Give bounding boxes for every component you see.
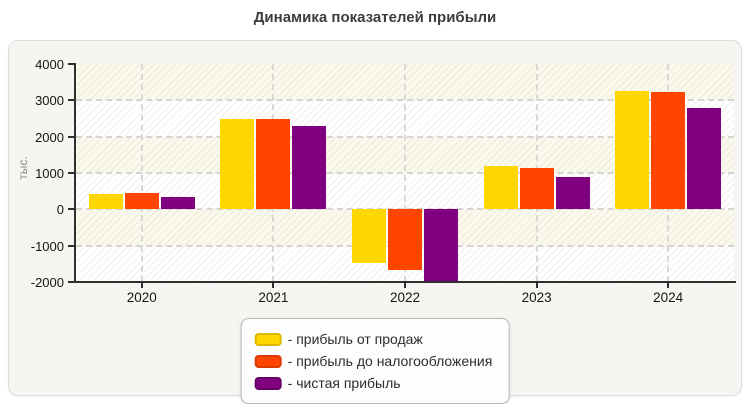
v-gridline [404,64,406,282]
y-tick-label: -1000 [30,238,64,254]
bar-2022-series1 [388,209,422,271]
bar-2021-series0 [220,118,255,210]
bar-2023-series2 [555,176,590,210]
legend-swatch-2 [254,376,282,390]
bar-2024-series1 [651,92,686,210]
x-tick [667,283,670,288]
y-tick [68,99,74,102]
y-tick [68,281,74,283]
bar-2020-series2 [160,196,195,210]
bar-2024-series0 [615,91,650,210]
x-tick-label: 2020 [126,290,157,305]
legend-item-0: - прибыль от продаж [254,328,493,350]
bar-2021-series1 [256,118,291,210]
legend-item-1: - прибыль до налогообложения [254,350,493,372]
y-tick [68,172,74,174]
y-tick [68,244,74,247]
v-gridline [140,64,143,282]
y-tick-label: 3000 [35,93,64,109]
x-tick-label: 2022 [389,290,421,305]
bar-2021-series2 [292,126,327,210]
legend-item-2: - чистая прибыль [254,372,493,394]
y-axis-line [74,63,76,283]
legend-swatch-1 [254,354,282,368]
y-tick-label: 4000 [35,57,64,72]
y-tick-label: -2000 [30,275,64,290]
x-tick [404,283,406,288]
y-tick-label: 1000 [35,166,64,181]
y-tick [68,208,74,211]
y-tick [68,135,74,138]
chart-panel: тыс. 4000 3000 2000 1000 0 -1000 -2000 2020 202… [8,40,742,404]
bar-2022-series2 [424,209,458,281]
plot-area [76,64,734,282]
bar-2024-series2 [687,107,722,210]
x-tick-label: 2023 [521,290,552,305]
y-tick-label: 2000 [35,129,64,145]
y-tick-label: 0 [56,202,64,218]
bar-2023-series0 [483,166,518,210]
x-tick [140,283,143,288]
bar-2022-series0 [352,209,386,264]
y-tick [68,63,74,65]
x-axis-line [74,281,736,283]
legend-label-2: - чистая прибыль [287,375,401,391]
legend-label-1: - прибыль до налогообложения [287,353,493,369]
x-tick-label: 2021 [258,290,289,305]
x-tick [535,283,538,288]
bar-2020-series1 [124,193,159,210]
x-tick [272,283,275,288]
bar-2023-series1 [519,167,554,210]
legend-swatch-0 [254,332,282,346]
bar-2020-series0 [88,194,123,210]
x-tick-label: 2024 [653,290,684,305]
chart-title: Динамика показателей прибыли [253,9,497,26]
legend: - прибыль от продаж - прибыль до налогооб… [240,318,510,404]
legend-label-0: - прибыль от продаж [287,331,423,347]
